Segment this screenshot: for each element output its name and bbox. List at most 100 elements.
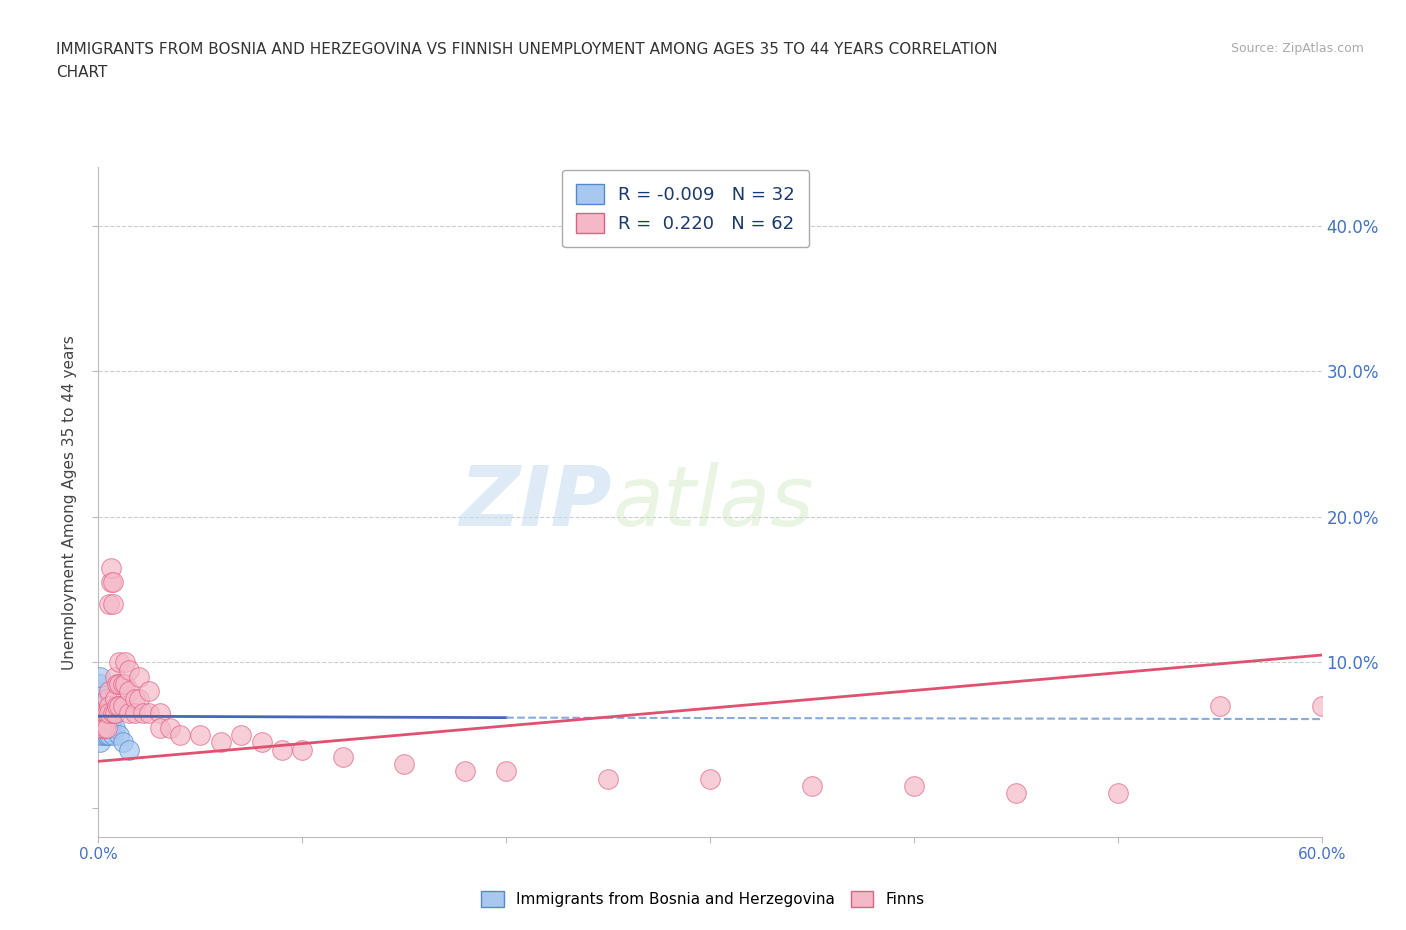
Point: [111, 698, 134, 713]
Point: [97, 727, 120, 742]
Point: [1310, 698, 1333, 713]
Text: ZIP: ZIP: [460, 461, 612, 543]
Point: [598, 771, 620, 786]
Point: [93, 706, 115, 721]
Point: [97, 721, 120, 736]
Point: [118, 662, 141, 677]
Point: [101, 575, 124, 590]
Point: [104, 706, 127, 721]
Point: [149, 721, 172, 736]
Point: [124, 691, 146, 706]
Point: [89, 706, 111, 721]
Point: [89, 684, 111, 698]
Point: [96, 706, 118, 721]
Point: [118, 684, 141, 698]
Point: [91, 713, 114, 728]
Point: [89, 721, 111, 736]
Point: [801, 778, 824, 793]
Point: [104, 721, 127, 736]
Point: [100, 713, 122, 728]
Point: [1004, 786, 1026, 801]
Point: [97, 698, 120, 713]
Point: [108, 655, 131, 670]
Point: [93, 713, 115, 728]
Legend: R = -0.009   N = 32, R =  0.220   N = 62: R = -0.009 N = 32, R = 0.220 N = 62: [562, 170, 808, 247]
Text: atlas: atlas: [612, 461, 814, 543]
Point: [209, 735, 232, 750]
Point: [96, 721, 118, 736]
Point: [96, 727, 118, 742]
Point: [108, 698, 131, 713]
Point: [108, 727, 131, 742]
Point: [392, 757, 416, 772]
Point: [96, 691, 118, 706]
Point: [169, 727, 191, 742]
Point: [91, 706, 114, 721]
Point: [114, 655, 136, 670]
Point: [159, 721, 181, 736]
Point: [97, 597, 120, 612]
Point: [96, 721, 118, 736]
Point: [128, 670, 150, 684]
Point: [89, 670, 111, 684]
Point: [124, 706, 146, 721]
Point: [93, 706, 115, 721]
Point: [270, 742, 294, 757]
Legend: Immigrants from Bosnia and Herzegovina, Finns: Immigrants from Bosnia and Herzegovina, …: [475, 884, 931, 913]
Point: [91, 727, 114, 742]
Point: [91, 713, 114, 728]
Point: [89, 706, 111, 721]
Point: [93, 721, 115, 736]
Point: [149, 706, 172, 721]
Point: [89, 735, 111, 750]
Point: [108, 677, 131, 692]
Point: [118, 742, 141, 757]
Point: [118, 706, 141, 721]
Point: [291, 742, 314, 757]
Point: [97, 706, 120, 721]
Point: [91, 721, 114, 736]
Point: [89, 677, 111, 692]
Point: [89, 727, 111, 742]
Point: [105, 677, 128, 692]
Point: [89, 691, 111, 706]
Point: [101, 597, 124, 612]
Point: [699, 771, 721, 786]
Point: [454, 764, 477, 779]
Point: [1209, 698, 1232, 713]
Point: [101, 727, 124, 742]
Point: [495, 764, 517, 779]
Point: [100, 560, 122, 575]
Point: [1107, 786, 1129, 801]
Point: [97, 684, 120, 698]
Text: IMMIGRANTS FROM BOSNIA AND HERZEGOVINA VS FINNISH UNEMPLOYMENT AMONG AGES 35 TO : IMMIGRANTS FROM BOSNIA AND HERZEGOVINA V…: [56, 42, 998, 57]
Point: [903, 778, 925, 793]
Point: [111, 677, 134, 692]
Point: [250, 735, 273, 750]
Point: [332, 750, 354, 764]
Point: [89, 721, 111, 736]
Point: [105, 698, 128, 713]
Point: [111, 735, 134, 750]
Point: [138, 706, 160, 721]
Point: [231, 727, 253, 742]
Point: [104, 691, 127, 706]
Point: [89, 713, 111, 728]
Point: [128, 691, 150, 706]
Point: [188, 727, 212, 742]
Point: [89, 698, 111, 713]
Point: [96, 713, 118, 728]
Point: [91, 721, 114, 736]
Point: [97, 706, 120, 721]
Point: [138, 684, 160, 698]
Point: [114, 677, 136, 692]
Y-axis label: Unemployment Among Ages 35 to 44 years: Unemployment Among Ages 35 to 44 years: [62, 335, 77, 670]
Point: [104, 670, 127, 684]
Text: Source: ZipAtlas.com: Source: ZipAtlas.com: [1230, 42, 1364, 55]
Text: CHART: CHART: [56, 65, 108, 80]
Point: [91, 698, 114, 713]
Point: [100, 721, 122, 736]
Point: [132, 706, 155, 721]
Point: [93, 727, 115, 742]
Point: [100, 575, 122, 590]
